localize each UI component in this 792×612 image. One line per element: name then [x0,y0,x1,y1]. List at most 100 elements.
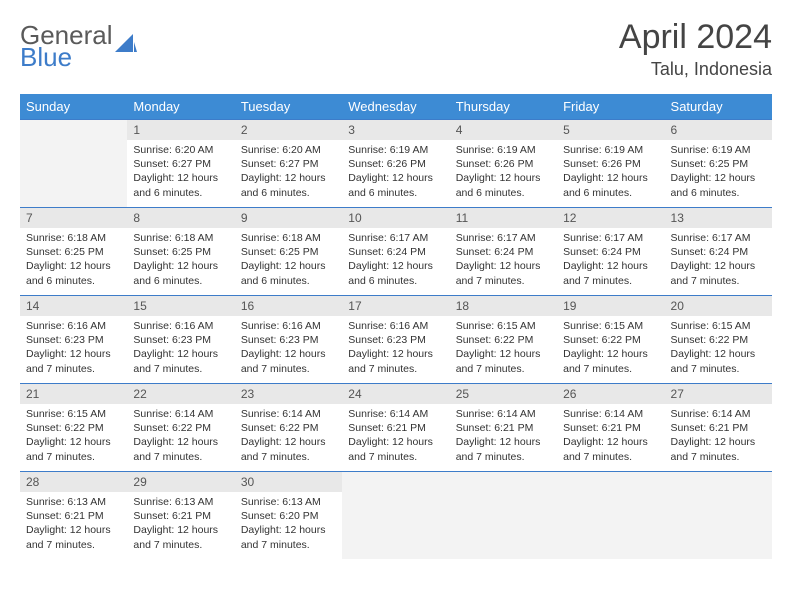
day-details: Sunrise: 6:17 AMSunset: 6:24 PMDaylight:… [342,228,449,292]
calendar-day-cell: 29Sunrise: 6:13 AMSunset: 6:21 PMDayligh… [127,471,234,559]
sunrise-text: Sunrise: 6:16 AM [241,319,336,333]
sunset-text: Sunset: 6:21 PM [133,509,228,523]
calendar-day-cell: 19Sunrise: 6:15 AMSunset: 6:22 PMDayligh… [557,295,664,383]
day-details: Sunrise: 6:19 AMSunset: 6:25 PMDaylight:… [665,140,772,204]
calendar-table: SundayMondayTuesdayWednesdayThursdayFrid… [20,94,772,559]
calendar-empty-cell [450,471,557,559]
day-details: Sunrise: 6:14 AMSunset: 6:21 PMDaylight:… [450,404,557,468]
sunset-text: Sunset: 6:23 PM [348,333,443,347]
sunrise-text: Sunrise: 6:18 AM [26,231,121,245]
day-number: 8 [127,207,234,228]
weekday-header: Sunday [20,94,127,119]
sunset-text: Sunset: 6:24 PM [456,245,551,259]
day-number: 4 [450,119,557,140]
calendar-day-cell: 8Sunrise: 6:18 AMSunset: 6:25 PMDaylight… [127,207,234,295]
day-details: Sunrise: 6:16 AMSunset: 6:23 PMDaylight:… [235,316,342,380]
day-details: Sunrise: 6:14 AMSunset: 6:22 PMDaylight:… [127,404,234,468]
sunrise-text: Sunrise: 6:14 AM [241,407,336,421]
calendar-day-cell: 5Sunrise: 6:19 AMSunset: 6:26 PMDaylight… [557,119,664,207]
sunset-text: Sunset: 6:20 PM [241,509,336,523]
daylight-text: Daylight: 12 hours and 7 minutes. [133,435,228,463]
daylight-text: Daylight: 12 hours and 6 minutes. [133,259,228,287]
day-details: Sunrise: 6:13 AMSunset: 6:21 PMDaylight:… [127,492,234,556]
sunrise-text: Sunrise: 6:17 AM [348,231,443,245]
daylight-text: Daylight: 12 hours and 6 minutes. [563,171,658,199]
sunset-text: Sunset: 6:22 PM [563,333,658,347]
day-details: Sunrise: 6:18 AMSunset: 6:25 PMDaylight:… [235,228,342,292]
calendar-header-row: SundayMondayTuesdayWednesdayThursdayFrid… [20,94,772,119]
daylight-text: Daylight: 12 hours and 6 minutes. [348,171,443,199]
sunrise-text: Sunrise: 6:14 AM [456,407,551,421]
sunrise-text: Sunrise: 6:14 AM [563,407,658,421]
daylight-text: Daylight: 12 hours and 7 minutes. [671,435,766,463]
day-details: Sunrise: 6:14 AMSunset: 6:21 PMDaylight:… [342,404,449,468]
day-details: Sunrise: 6:16 AMSunset: 6:23 PMDaylight:… [342,316,449,380]
day-details: Sunrise: 6:20 AMSunset: 6:27 PMDaylight:… [235,140,342,204]
day-details: Sunrise: 6:15 AMSunset: 6:22 PMDaylight:… [20,404,127,468]
sunset-text: Sunset: 6:27 PM [133,157,228,171]
calendar-week-row: 14Sunrise: 6:16 AMSunset: 6:23 PMDayligh… [20,295,772,383]
sunset-text: Sunset: 6:26 PM [563,157,658,171]
location-label: Talu, Indonesia [619,59,772,80]
calendar-day-cell: 25Sunrise: 6:14 AMSunset: 6:21 PMDayligh… [450,383,557,471]
title-block: April 2024 Talu, Indonesia [619,18,772,80]
calendar-day-cell: 27Sunrise: 6:14 AMSunset: 6:21 PMDayligh… [665,383,772,471]
sunrise-text: Sunrise: 6:17 AM [671,231,766,245]
daylight-text: Daylight: 12 hours and 7 minutes. [563,435,658,463]
day-details: Sunrise: 6:16 AMSunset: 6:23 PMDaylight:… [127,316,234,380]
calendar-day-cell: 2Sunrise: 6:20 AMSunset: 6:27 PMDaylight… [235,119,342,207]
day-number: 7 [20,207,127,228]
day-number: 6 [665,119,772,140]
weekday-header: Saturday [665,94,772,119]
sunrise-text: Sunrise: 6:17 AM [563,231,658,245]
month-title: April 2024 [619,18,772,57]
day-number: 23 [235,383,342,404]
sunset-text: Sunset: 6:27 PM [241,157,336,171]
day-details: Sunrise: 6:17 AMSunset: 6:24 PMDaylight:… [557,228,664,292]
sunrise-text: Sunrise: 6:13 AM [241,495,336,509]
weekday-header: Wednesday [342,94,449,119]
daylight-text: Daylight: 12 hours and 7 minutes. [26,523,121,551]
calendar-day-cell: 3Sunrise: 6:19 AMSunset: 6:26 PMDaylight… [342,119,449,207]
sunrise-text: Sunrise: 6:18 AM [241,231,336,245]
sunset-text: Sunset: 6:22 PM [26,421,121,435]
day-number: 25 [450,383,557,404]
day-number: 29 [127,471,234,492]
day-number: 20 [665,295,772,316]
calendar-day-cell: 10Sunrise: 6:17 AMSunset: 6:24 PMDayligh… [342,207,449,295]
sunrise-text: Sunrise: 6:13 AM [133,495,228,509]
sunrise-text: Sunrise: 6:20 AM [133,143,228,157]
sunset-text: Sunset: 6:25 PM [671,157,766,171]
day-number: 30 [235,471,342,492]
day-number: 2 [235,119,342,140]
sunset-text: Sunset: 6:24 PM [348,245,443,259]
sunset-text: Sunset: 6:26 PM [348,157,443,171]
sunset-text: Sunset: 6:23 PM [241,333,336,347]
day-details: Sunrise: 6:14 AMSunset: 6:22 PMDaylight:… [235,404,342,468]
calendar-day-cell: 14Sunrise: 6:16 AMSunset: 6:23 PMDayligh… [20,295,127,383]
calendar-day-cell: 12Sunrise: 6:17 AMSunset: 6:24 PMDayligh… [557,207,664,295]
daylight-text: Daylight: 12 hours and 7 minutes. [241,523,336,551]
sunset-text: Sunset: 6:24 PM [671,245,766,259]
daylight-text: Daylight: 12 hours and 7 minutes. [563,259,658,287]
sunrise-text: Sunrise: 6:19 AM [671,143,766,157]
day-number: 14 [20,295,127,316]
daylight-text: Daylight: 12 hours and 6 minutes. [456,171,551,199]
day-details: Sunrise: 6:18 AMSunset: 6:25 PMDaylight:… [20,228,127,292]
day-details: Sunrise: 6:19 AMSunset: 6:26 PMDaylight:… [450,140,557,204]
daylight-text: Daylight: 12 hours and 7 minutes. [133,347,228,375]
calendar-day-cell: 20Sunrise: 6:15 AMSunset: 6:22 PMDayligh… [665,295,772,383]
weekday-header: Monday [127,94,234,119]
daylight-text: Daylight: 12 hours and 7 minutes. [26,347,121,375]
day-details: Sunrise: 6:17 AMSunset: 6:24 PMDaylight:… [450,228,557,292]
sunrise-text: Sunrise: 6:16 AM [348,319,443,333]
sunset-text: Sunset: 6:22 PM [671,333,766,347]
day-details: Sunrise: 6:16 AMSunset: 6:23 PMDaylight:… [20,316,127,380]
logo-text: GeneralBlue [20,24,137,68]
sunrise-text: Sunrise: 6:15 AM [26,407,121,421]
daylight-text: Daylight: 12 hours and 7 minutes. [671,259,766,287]
calendar-day-cell: 1Sunrise: 6:20 AMSunset: 6:27 PMDaylight… [127,119,234,207]
sunset-text: Sunset: 6:22 PM [456,333,551,347]
calendar-empty-cell [20,119,127,207]
calendar-day-cell: 23Sunrise: 6:14 AMSunset: 6:22 PMDayligh… [235,383,342,471]
